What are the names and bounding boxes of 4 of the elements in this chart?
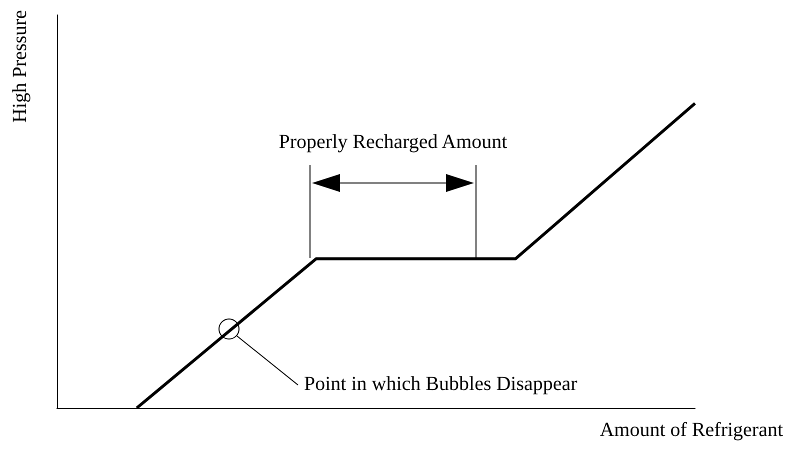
x-axis-title: Amount of Refrigerant — [600, 419, 784, 441]
annotation: Properly Recharged Amount — [278, 131, 508, 153]
annotation: Point in which Bubbles Disappear — [304, 373, 578, 395]
y-axis-title: High Pressure — [9, 10, 31, 123]
